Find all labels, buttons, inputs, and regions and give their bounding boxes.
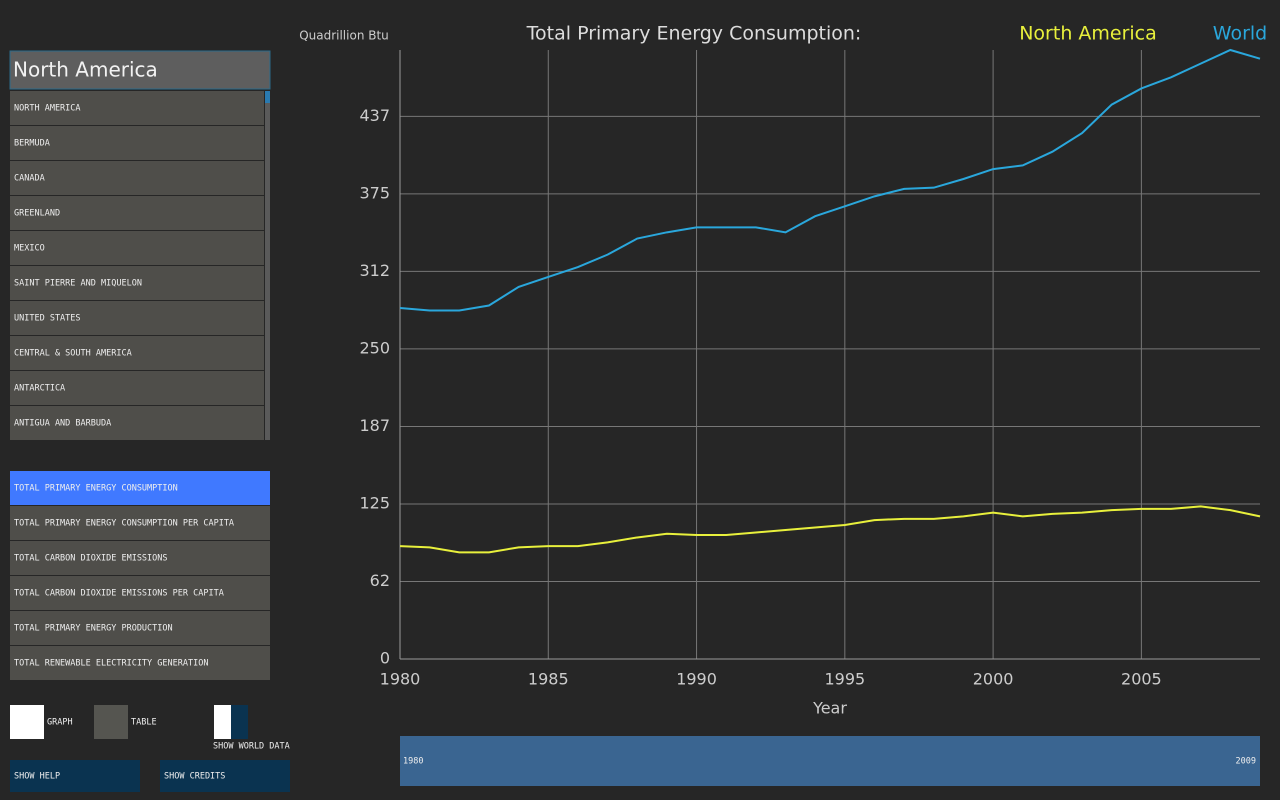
- help-label[interactable]: SHOW HELP: [14, 772, 60, 782]
- slider-start[interactable]: 1980: [403, 757, 423, 767]
- credits-button[interactable]: [160, 760, 290, 792]
- metric-item[interactable]: [10, 576, 270, 610]
- search-box[interactable]: [9, 50, 271, 90]
- x-tick-label: 1980: [380, 670, 421, 689]
- country-item[interactable]: [10, 406, 264, 440]
- y-tick-label: 187: [359, 416, 390, 435]
- country-label[interactable]: ANTARCTICA: [14, 384, 65, 394]
- country-item[interactable]: [10, 231, 264, 265]
- y-tick-label: 312: [359, 261, 390, 280]
- country-item[interactable]: [10, 161, 264, 195]
- x-tick-label: 2005: [1121, 670, 1162, 689]
- metric-item[interactable]: [10, 471, 270, 505]
- table-label[interactable]: TABLE: [131, 718, 157, 728]
- x-tick-label: 2000: [973, 670, 1014, 689]
- y-tick-label: 125: [359, 493, 390, 512]
- y-tick-label: 62: [370, 571, 390, 590]
- country-label[interactable]: CANADA: [14, 174, 45, 184]
- metric-item[interactable]: [10, 506, 270, 540]
- graph-label[interactable]: GRAPH: [47, 718, 73, 728]
- chart-title: Total Primary Energy Consumption:: [526, 23, 862, 45]
- credits-label[interactable]: SHOW CREDITS: [164, 772, 225, 782]
- world-label[interactable]: SHOW WORLD DATA: [213, 742, 290, 752]
- metric-item[interactable]: [10, 611, 270, 645]
- series-line: [399, 505, 1261, 554]
- world-toggle[interactable]: [214, 705, 231, 739]
- country-label[interactable]: UNITED STATES: [14, 314, 81, 324]
- country-item[interactable]: [10, 371, 264, 405]
- graph-toggle[interactable]: [10, 705, 44, 739]
- metric-label[interactable]: TOTAL PRIMARY ENERGY PRODUCTION: [14, 624, 173, 634]
- metric-label[interactable]: TOTAL PRIMARY ENERGY CONSUMPTION PER CAP…: [14, 519, 234, 529]
- metric-label[interactable]: TOTAL PRIMARY ENERGY CONSUMPTION: [14, 484, 178, 494]
- x-tick-label: 1990: [676, 670, 717, 689]
- search-text[interactable]: North America: [13, 58, 158, 82]
- x-tick-label: 1995: [824, 670, 865, 689]
- legend-entry: World: [1213, 23, 1267, 45]
- country-label[interactable]: CENTRAL & SOUTH AMERICA: [14, 349, 132, 359]
- x-axis-label: Year: [812, 699, 847, 718]
- y-tick-label: 375: [359, 183, 390, 202]
- table-toggle[interactable]: [94, 705, 128, 739]
- y-axis-label: Quadrillion Btu: [299, 29, 389, 43]
- metric-item[interactable]: [10, 646, 270, 680]
- country-label[interactable]: GREENLAND: [14, 209, 60, 219]
- country-label[interactable]: BERMUDA: [14, 139, 50, 149]
- y-tick-label: 250: [359, 338, 390, 357]
- metric-label[interactable]: TOTAL RENEWABLE ELECTRICITY GENERATION: [14, 659, 208, 669]
- country-item[interactable]: [10, 91, 264, 125]
- country-label[interactable]: SAINT PIERRE AND MIQUELON: [14, 279, 142, 289]
- country-item[interactable]: [10, 126, 264, 160]
- metric-label[interactable]: TOTAL CARBON DIOXIDE EMISSIONS: [14, 554, 168, 564]
- metric-label[interactable]: TOTAL CARBON DIOXIDE EMISSIONS PER CAPIT…: [14, 589, 224, 599]
- scrollbar[interactable]: [265, 91, 270, 440]
- y-tick-label: 437: [359, 106, 390, 125]
- legend-entry: North America: [1019, 23, 1157, 45]
- country-label[interactable]: MEXICO: [14, 244, 45, 254]
- slider-end[interactable]: 2009: [1236, 757, 1256, 767]
- year-slider[interactable]: [400, 736, 1260, 786]
- country-label[interactable]: NORTH AMERICA: [14, 104, 81, 114]
- country-label[interactable]: ANTIGUA AND BARBUDA: [14, 419, 111, 429]
- metric-item[interactable]: [10, 541, 270, 575]
- country-item[interactable]: [10, 336, 264, 370]
- y-tick-label: 0: [380, 649, 390, 668]
- series-line: [399, 48, 1261, 312]
- world-toggle[interactable]: [231, 705, 248, 739]
- help-button[interactable]: [10, 760, 140, 792]
- x-tick-label: 1985: [528, 670, 569, 689]
- country-item[interactable]: [10, 266, 264, 300]
- country-item[interactable]: [10, 301, 264, 335]
- country-item[interactable]: [10, 196, 264, 230]
- scroll-thumb[interactable]: [265, 91, 270, 103]
